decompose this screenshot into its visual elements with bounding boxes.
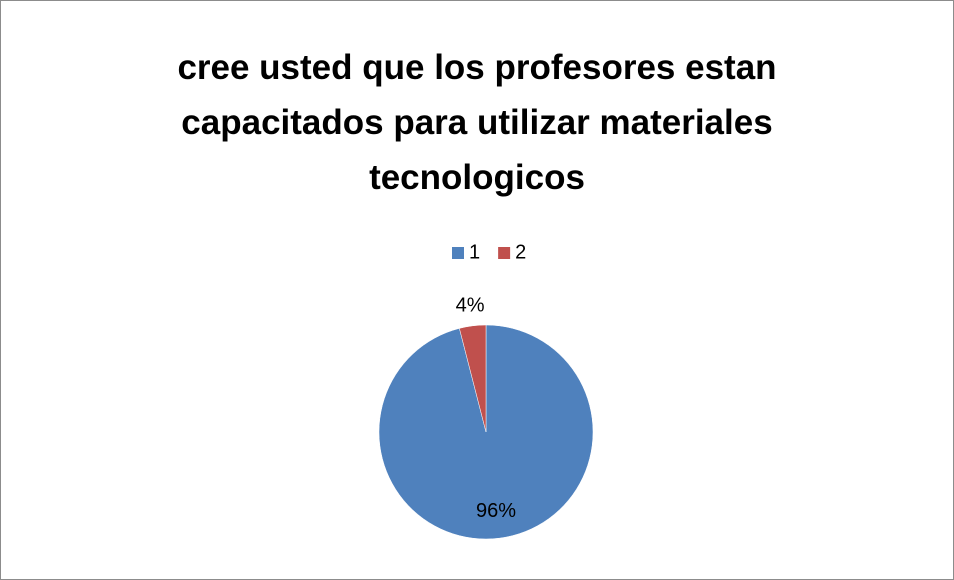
- data-label: 4%: [456, 294, 485, 316]
- data-label: 96%: [476, 500, 516, 522]
- legend-swatch: [498, 247, 511, 259]
- chart-title: cree usted que los profesores estan capa…: [177, 48, 777, 197]
- legend-label: 1: [469, 241, 480, 263]
- pie-slice: [459, 324, 487, 433]
- legend-swatch: [452, 247, 464, 259]
- legend-label: 2: [515, 241, 526, 263]
